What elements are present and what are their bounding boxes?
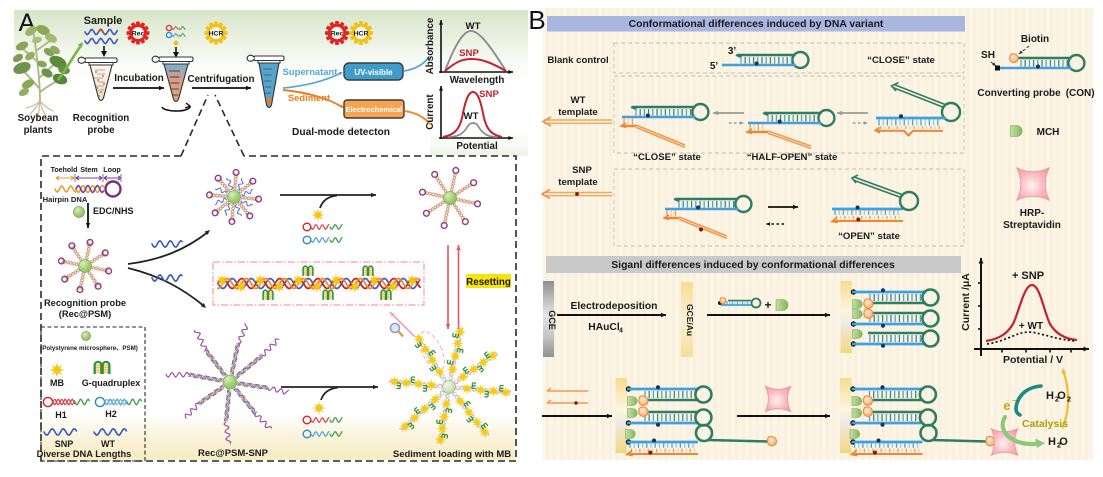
- svg-text:SNP: SNP: [572, 165, 592, 176]
- svg-text:MB: MB: [50, 378, 64, 388]
- svg-text:SNP: SNP: [55, 439, 74, 449]
- svg-text:WT: WT: [464, 111, 479, 122]
- svg-text:B: B: [528, 5, 545, 35]
- svg-text:Stem: Stem: [80, 165, 98, 174]
- svg-text:SH: SH: [981, 50, 995, 61]
- svg-text:Sediment: Sediment: [288, 92, 330, 103]
- svg-text:H1: H1: [55, 410, 67, 420]
- svg-text:G-quadruplex: G-quadruplex: [82, 378, 141, 388]
- svg-text:WT: WT: [571, 95, 586, 106]
- svg-text:UV-visible: UV-visible: [354, 68, 393, 77]
- svg-text:Rec@PSM-SNP: Rec@PSM-SNP: [198, 448, 269, 459]
- svg-text:HCR: HCR: [354, 30, 369, 37]
- svg-text:+ WT: + WT: [1019, 321, 1043, 332]
- svg-text:Current: Current: [425, 94, 436, 130]
- svg-text:Converting probe (CON): Converting probe (CON): [977, 88, 1094, 99]
- svg-text:template: template: [558, 107, 597, 118]
- svg-text:Loop: Loop: [103, 165, 121, 174]
- svg-text:4: 4: [619, 328, 623, 335]
- svg-text:“CLOSE” state: “CLOSE” state: [633, 152, 701, 163]
- svg-text:–: –: [1012, 396, 1017, 405]
- svg-text:(Polystyrene microsphere、PSM): (Polystyrene microsphere、PSM): [40, 345, 138, 352]
- svg-text:(Rec@PSM): (Rec@PSM): [59, 309, 111, 319]
- svg-text:Rec: Rec: [132, 30, 145, 37]
- svg-text:e: e: [1004, 399, 1011, 413]
- svg-text:Resetting: Resetting: [466, 277, 511, 288]
- svg-text:Catalysis: Catalysis: [1022, 418, 1068, 430]
- svg-text:Recognition probe: Recognition probe: [44, 298, 126, 308]
- svg-text:Absorbance: Absorbance: [425, 17, 436, 74]
- svg-text:H2: H2: [105, 409, 117, 419]
- svg-text:Wavelength: Wavelength: [450, 75, 505, 86]
- svg-text:2: 2: [1055, 395, 1059, 404]
- svg-text:GCE: GCE: [547, 310, 557, 330]
- svg-text:Dual-mode detecton: Dual-mode detecton: [292, 127, 390, 138]
- svg-text:3’: 3’: [728, 46, 737, 57]
- svg-text:O: O: [1059, 436, 1068, 448]
- svg-text:Recognition: Recognition: [73, 113, 130, 124]
- svg-text:“OPEN” state: “OPEN” state: [838, 231, 900, 242]
- svg-text:EDC/NHS: EDC/NHS: [93, 206, 134, 216]
- svg-text:probe: probe: [87, 125, 115, 136]
- svg-text:Current /μA: Current /μA: [960, 273, 972, 331]
- svg-text:SNP: SNP: [459, 48, 479, 59]
- svg-text:WT: WT: [466, 21, 481, 32]
- svg-text:“CLOSE” state: “CLOSE” state: [867, 55, 935, 66]
- svg-text:Hairpin DNA: Hairpin DNA: [43, 195, 88, 204]
- svg-text:MCH: MCH: [1037, 127, 1060, 138]
- svg-text:template: template: [558, 177, 597, 188]
- svg-text:Streptavidin: Streptavidin: [1003, 220, 1061, 231]
- svg-text:Electrodeposition: Electrodeposition: [571, 301, 658, 312]
- svg-text:5’: 5’: [710, 61, 719, 72]
- svg-text:HCR: HCR: [209, 30, 224, 37]
- svg-text:Diverse DNA Lengths: Diverse DNA Lengths: [37, 449, 132, 459]
- svg-text:Conformational differences ind: Conformational differences induced by DN…: [629, 19, 884, 30]
- svg-text:+: +: [764, 298, 771, 312]
- svg-text:SNP: SNP: [479, 89, 499, 100]
- svg-text:2: 2: [1067, 395, 1071, 404]
- svg-text:H: H: [1048, 436, 1056, 448]
- svg-text:2: 2: [1057, 441, 1061, 450]
- svg-text:Biotin: Biotin: [1021, 34, 1049, 45]
- svg-text:“HALF-OPEN” state: “HALF-OPEN” state: [747, 152, 838, 163]
- svg-text:GCE/Au: GCE/Au: [685, 304, 695, 336]
- svg-text:Toehold: Toehold: [51, 167, 78, 174]
- svg-text:Incubation: Incubation: [114, 73, 164, 84]
- svg-text:plants: plants: [24, 125, 53, 136]
- svg-text:Sample: Sample: [84, 15, 122, 27]
- svg-text:Supernatant: Supernatant: [283, 66, 338, 77]
- svg-text:+ SNP: + SNP: [1012, 270, 1044, 282]
- svg-text:Siganl differences induced by: Siganl differences induced by conformati…: [611, 260, 895, 271]
- svg-text:HAuCl: HAuCl: [588, 322, 620, 333]
- svg-text:HRP-: HRP-: [1020, 208, 1044, 219]
- svg-text:Soybean: Soybean: [18, 113, 59, 124]
- svg-text:Centrifugation: Centrifugation: [188, 74, 255, 85]
- svg-text:WT: WT: [101, 439, 115, 449]
- svg-text:Rec: Rec: [331, 30, 344, 37]
- svg-text:Blank control: Blank control: [547, 55, 608, 66]
- svg-text:Electrochemical: Electrochemical: [346, 105, 403, 114]
- svg-text:Sediment loading with MB: Sediment loading with MB: [393, 449, 511, 460]
- svg-text:O: O: [1057, 390, 1066, 402]
- svg-text:Potential / V: Potential / V: [1003, 354, 1063, 366]
- svg-text:Potential: Potential: [456, 141, 498, 152]
- svg-text:H: H: [1046, 390, 1054, 402]
